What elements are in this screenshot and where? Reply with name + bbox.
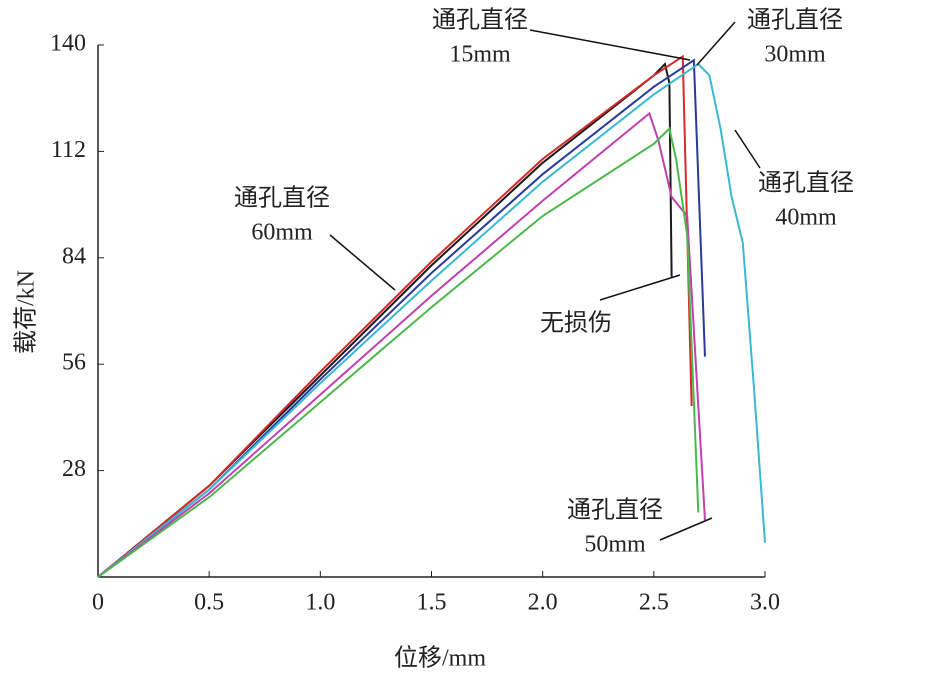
y-tick-label: 56 bbox=[62, 350, 86, 376]
x-tick-label: 2.5 bbox=[639, 590, 669, 616]
series-label: 50mm bbox=[584, 532, 646, 558]
series-label: 无损伤 bbox=[540, 310, 612, 337]
annotation-leader bbox=[734, 129, 761, 169]
y-axis-label: 载荷/kN bbox=[13, 270, 40, 354]
series-label: 15mm bbox=[449, 42, 511, 68]
series-label: 通孔直径 bbox=[567, 497, 663, 524]
series-line bbox=[97, 54, 693, 578]
series-label: 通孔直径 bbox=[747, 7, 843, 34]
x-tick-label: 1.0 bbox=[305, 590, 335, 616]
x-tick-label: 0 bbox=[92, 590, 104, 616]
series-label: 30mm bbox=[764, 42, 826, 68]
series-label: 60mm bbox=[251, 220, 313, 246]
series-label: 通孔直径 bbox=[758, 170, 854, 197]
y-tick-label: 112 bbox=[51, 137, 86, 163]
annotation-leader bbox=[529, 29, 691, 61]
y-tick-label: 140 bbox=[50, 31, 86, 57]
annotation-leader bbox=[659, 517, 713, 541]
annotation-leader bbox=[329, 234, 396, 291]
series-line bbox=[97, 111, 706, 578]
y-tick-label: 84 bbox=[62, 243, 86, 269]
x-tick-label: 3.0 bbox=[750, 590, 780, 616]
x-tick-label: 0.5 bbox=[194, 590, 224, 616]
series-label: 40mm bbox=[775, 205, 837, 231]
x-tick-label: 2.0 bbox=[528, 590, 558, 616]
annotation-leader bbox=[599, 274, 681, 301]
annotation-leader bbox=[696, 21, 736, 66]
series-label: 通孔直径 bbox=[432, 7, 528, 34]
y-tick-label: 28 bbox=[62, 456, 86, 482]
x-tick-label: 1.5 bbox=[417, 590, 447, 616]
series-line bbox=[97, 62, 766, 578]
x-axis-label: 位移/mm bbox=[394, 645, 486, 672]
series-line bbox=[97, 126, 700, 578]
series-label: 通孔直径 bbox=[234, 185, 330, 212]
